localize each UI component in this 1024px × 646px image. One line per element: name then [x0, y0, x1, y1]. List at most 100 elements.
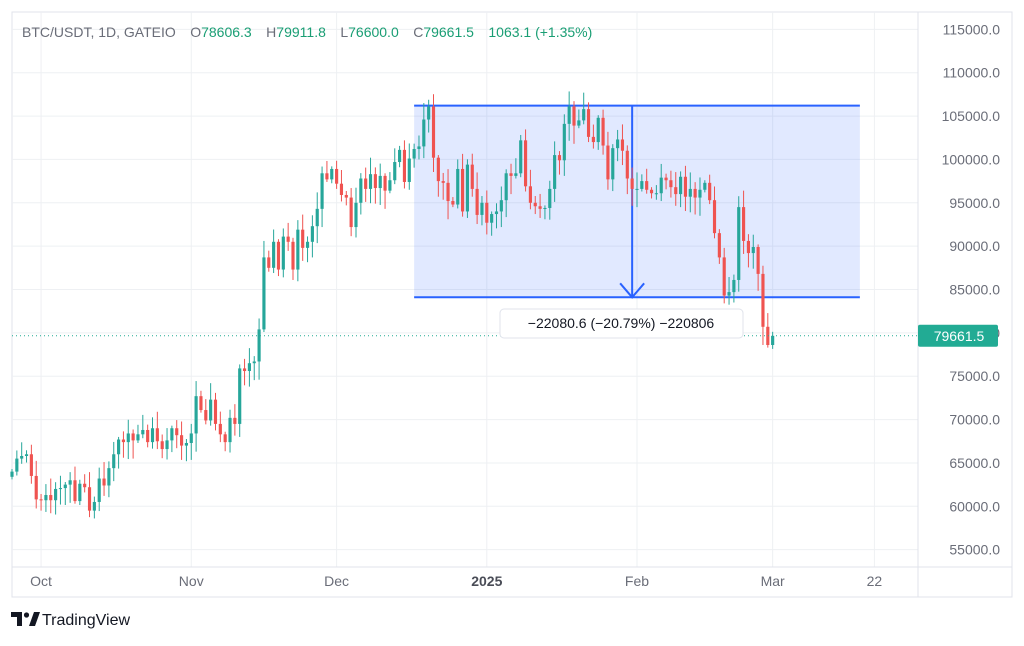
candle-down — [73, 480, 77, 502]
candle-down — [533, 202, 537, 207]
candle-down — [39, 499, 43, 501]
candle-up — [635, 188, 639, 190]
candle-down — [83, 483, 87, 488]
candle-up — [562, 123, 566, 161]
y-tick-label: 75000.0 — [949, 368, 1000, 384]
candle-up — [209, 399, 213, 421]
candle-up — [553, 155, 557, 189]
candle-down — [742, 207, 746, 241]
high-value: 79911.8 — [276, 24, 326, 40]
candle-up — [97, 478, 101, 502]
x-tick-label: Nov — [179, 573, 204, 589]
candle-up — [490, 214, 494, 223]
candle-up — [24, 454, 29, 456]
candle-up — [737, 207, 741, 280]
candle-up — [58, 488, 63, 490]
candle-up — [354, 202, 358, 228]
candle-down — [325, 173, 329, 180]
candle-down — [213, 399, 218, 424]
candle-up — [68, 480, 72, 485]
candle-down — [436, 157, 440, 182]
candle-down — [669, 180, 673, 188]
candle-down — [335, 168, 339, 184]
candle-down — [339, 183, 344, 195]
candle-up — [771, 335, 775, 345]
candle-down — [761, 273, 765, 327]
candle-up — [567, 106, 571, 124]
candles — [10, 91, 775, 519]
candle-down — [49, 495, 53, 501]
candle-up — [422, 119, 426, 147]
candle-down — [645, 181, 649, 190]
tradingview-logo[interactable]: TradingView — [11, 612, 130, 629]
candle-up — [228, 417, 232, 443]
candle-down — [620, 139, 625, 151]
candle-down — [606, 145, 610, 180]
candle-down — [746, 240, 751, 254]
y-tick-label: 90000.0 — [949, 238, 1000, 254]
candle-up — [412, 149, 416, 159]
candle-up — [315, 208, 319, 227]
y-tick-label: 55000.0 — [949, 542, 1000, 558]
candle-up — [688, 188, 692, 197]
candle-down — [34, 475, 38, 500]
low-label: L — [340, 24, 348, 40]
candle-down — [557, 155, 562, 161]
candle-up — [393, 162, 397, 181]
y-tick-label: 95000.0 — [949, 195, 1000, 211]
change-value: 1063.1 (+1.35%) — [488, 24, 592, 40]
close-label: C — [413, 24, 423, 40]
candle-down — [475, 188, 479, 215]
candle-up — [262, 257, 266, 330]
candle-down — [630, 178, 634, 189]
y-tick-label: 110000.0 — [943, 65, 1001, 81]
symbol-label[interactable]: BTC/USDT, 1D, GATEIO — [22, 24, 176, 40]
candle-up — [359, 178, 363, 203]
candle-up — [247, 363, 251, 372]
candle-up — [611, 148, 615, 180]
candle-down — [683, 176, 688, 197]
y-tick-label: 85000.0 — [949, 282, 1000, 298]
time-axis[interactable]: Oct Nov Dec 2025 Feb Mar 22 — [30, 573, 882, 589]
candle-up — [320, 173, 324, 209]
candle-down — [708, 182, 712, 201]
close-value: 79661.5 — [423, 24, 474, 40]
candle-up — [494, 211, 499, 215]
candle-up — [616, 139, 620, 149]
candle-up — [417, 146, 421, 150]
candle-down — [649, 189, 654, 194]
candle-up — [654, 193, 658, 195]
brand-text: TradingView — [42, 612, 130, 629]
candle-down — [509, 173, 513, 176]
candle-down — [538, 206, 542, 209]
x-tick-label: 2025 — [471, 573, 502, 589]
candle-up — [727, 292, 731, 296]
candle-down — [131, 433, 135, 441]
candle-down — [121, 439, 126, 443]
candle-down — [146, 429, 150, 443]
candle-down — [451, 201, 455, 205]
candle-down — [431, 106, 436, 158]
y-tick-label: 65000.0 — [949, 455, 1000, 471]
candle-down — [291, 241, 295, 270]
low-value: 76600.0 — [348, 24, 399, 40]
candle-up — [407, 158, 411, 182]
candle-up — [117, 439, 121, 455]
candle-up — [238, 368, 242, 424]
candle-down — [199, 396, 203, 411]
candle-up — [398, 149, 402, 163]
candle-up — [165, 440, 169, 450]
candle-up — [368, 174, 373, 189]
candle-up — [170, 428, 174, 441]
measure-label-text: −22080.6 (−20.79%) −220806 — [528, 315, 715, 331]
candle-up — [184, 442, 188, 446]
y-tick-label: 60000.0 — [949, 498, 1000, 514]
candle-down — [461, 168, 465, 212]
candle-down — [756, 247, 760, 274]
y-tick-label: 115000.0 — [943, 21, 1001, 37]
candle-up — [150, 428, 155, 443]
candle-up — [751, 247, 755, 254]
candle-up — [54, 488, 58, 501]
x-tick-label: Oct — [30, 573, 52, 589]
